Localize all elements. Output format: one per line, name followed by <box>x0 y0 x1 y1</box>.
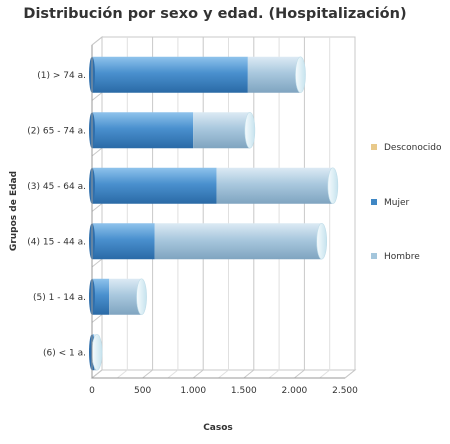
bar-end-cap <box>316 222 328 260</box>
floor-gridline <box>294 369 305 379</box>
bar-segment <box>92 112 194 149</box>
floor-minor-gridline <box>268 369 280 379</box>
bar-end-cap <box>327 167 339 205</box>
y-band-line <box>91 203 103 212</box>
y-tick-label: (2) 65 - 74 a. <box>27 126 86 136</box>
y-tick-label: (3) 45 - 64 a. <box>27 182 86 192</box>
floor-gridline <box>192 369 204 379</box>
legend-swatch <box>371 144 377 150</box>
bar-segment <box>247 56 301 93</box>
floor-minor-gridline <box>167 369 179 379</box>
floor-gridline <box>142 369 153 379</box>
x-tick-label: 1.000 <box>180 386 206 396</box>
y-tick-label: (4) 15 - 44 a. <box>27 237 86 247</box>
floor-minor-gridline <box>319 369 331 379</box>
bar-segment <box>154 223 322 260</box>
y-band-line <box>91 147 103 157</box>
chart-title: Distribución por sexo y edad. (Hospitali… <box>23 6 407 22</box>
y-band-line <box>91 92 103 101</box>
y-axis-title: Grupos de Edad <box>9 171 19 251</box>
y-band-line <box>91 369 103 379</box>
bar-end-cap <box>91 333 103 371</box>
axes: 0 500 1.000 1.500 2.000 2.500 (1) > 74 a. (2) 6… <box>9 45 358 433</box>
legend-label: Desconocido <box>384 143 442 153</box>
x-axis-title: Casos <box>203 423 233 433</box>
floor-gridline <box>243 369 255 379</box>
legend: Desconocido Mujer Hombre <box>371 143 442 262</box>
bar-end-cap <box>136 278 147 316</box>
x-tick-label: 2.000 <box>282 386 308 396</box>
bar-segment <box>92 278 110 315</box>
bar-segment <box>109 278 142 315</box>
x-tick-label: 500 <box>134 386 151 396</box>
floor-minor-gridline <box>218 369 229 379</box>
y-tick-label: (1) > 74 a. <box>37 71 86 81</box>
legend-label: Hombre <box>384 252 420 262</box>
y-band-line <box>91 258 103 268</box>
bar-segment <box>92 56 248 93</box>
y-band-line <box>91 36 103 46</box>
x-tick-label: 1.500 <box>231 386 257 396</box>
bar-segment <box>92 167 217 204</box>
bar-end-cap <box>295 56 306 94</box>
legend-swatch <box>371 199 377 205</box>
floor-gridline <box>344 369 356 379</box>
y-band-line <box>91 314 103 323</box>
bar-segment <box>92 223 155 260</box>
legend-swatch <box>371 253 377 259</box>
bar-segment <box>216 167 333 204</box>
y-tick-label: (6) < 1 a. <box>43 348 86 358</box>
x-tick-label: 2.500 <box>332 386 358 396</box>
bar-segment <box>193 112 250 149</box>
bar-end-cap <box>244 111 256 149</box>
y-tick-label: (5) 1 - 14 a. <box>33 293 86 303</box>
floor-minor-gridline <box>116 369 128 379</box>
x-tick-label: 0 <box>89 386 95 396</box>
bars <box>89 56 339 371</box>
legend-label: Mujer <box>384 198 410 208</box>
